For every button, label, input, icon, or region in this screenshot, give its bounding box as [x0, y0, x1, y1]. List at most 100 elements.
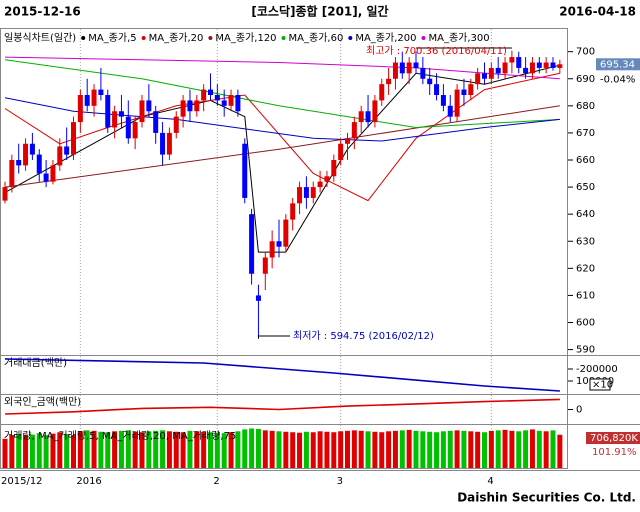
y-tick-label: 590 — [576, 345, 595, 356]
candle-body — [338, 143, 344, 160]
candle-body — [310, 187, 316, 198]
candle-body — [283, 219, 289, 247]
candle-body — [536, 62, 542, 68]
volume-bar — [440, 431, 446, 468]
legend-marker — [81, 36, 86, 40]
volume-bar — [523, 430, 529, 468]
candle-body — [228, 95, 234, 106]
volume-bar — [173, 431, 179, 468]
legend-label: MA_종가,60 — [289, 32, 344, 44]
x-tick-label: 4 — [487, 476, 493, 487]
candle-body — [379, 84, 385, 101]
volume-bar — [406, 429, 412, 468]
candle-body — [276, 241, 282, 247]
candle-body — [290, 203, 296, 220]
volume-bar — [249, 428, 255, 468]
candle-body — [146, 100, 152, 112]
candle-body — [235, 95, 241, 112]
volume-bar — [57, 432, 63, 468]
candle-body — [434, 84, 440, 95]
candle-body — [77, 95, 83, 123]
candle-body — [43, 173, 49, 182]
candle-body — [139, 100, 145, 123]
volume-bar — [9, 435, 15, 468]
volume-bar — [338, 431, 344, 468]
candle-body — [447, 105, 453, 117]
legend-label: MA_종가,20 — [149, 32, 204, 44]
candle-body — [358, 111, 364, 123]
line-series — [4, 64, 561, 253]
volume-bar — [475, 431, 481, 468]
line-series — [4, 358, 560, 392]
y-tick-label: 670 — [576, 128, 595, 139]
candle-body — [187, 100, 193, 112]
y-tick-label: -200000 — [576, 364, 618, 375]
volume-bar — [461, 430, 467, 468]
legend-marker — [208, 36, 213, 40]
candle-body — [71, 122, 76, 155]
candle-body — [125, 116, 131, 139]
candle-body — [36, 154, 42, 174]
volume-bar — [502, 429, 508, 468]
volume-bar — [77, 431, 83, 468]
start-date: 2015-12-16 — [4, 5, 81, 19]
volume-bar — [2, 438, 8, 468]
candle-body — [372, 100, 378, 123]
volume-bar — [36, 433, 42, 468]
candle-body — [399, 62, 405, 74]
volume-bar — [550, 430, 556, 468]
volume-bar — [345, 430, 350, 468]
last-change: -0.04% — [600, 74, 635, 85]
candle-body — [550, 62, 556, 68]
candle-body — [23, 143, 29, 166]
volume-bar — [166, 431, 172, 468]
volume-bar — [317, 431, 323, 468]
candle-body — [269, 241, 275, 258]
candle-body — [345, 138, 350, 144]
volume-bar — [303, 431, 309, 468]
volume-bar — [43, 435, 49, 468]
footer: Daishin Securities Co. Ltd. — [457, 491, 636, 505]
volume-bar — [84, 430, 90, 468]
candle-body — [303, 187, 309, 198]
legend-label: MA_종가,120 — [215, 32, 276, 44]
volume-bar — [29, 434, 35, 468]
volume-bar — [214, 432, 220, 468]
line-series — [4, 398, 560, 415]
annotation: 최저가 : 594.75 (2016/02/12) — [293, 330, 434, 342]
line-series — [4, 59, 560, 129]
volume-bar — [228, 432, 234, 468]
volume-bar — [386, 431, 392, 468]
volume-bar — [98, 431, 104, 468]
candle-body — [112, 111, 118, 128]
volume-bar — [132, 431, 138, 468]
candle-body — [386, 78, 392, 85]
volume-bar — [180, 432, 186, 468]
candle-body — [118, 111, 124, 117]
volume-bar — [221, 433, 227, 468]
volume-bar — [201, 431, 207, 468]
candle-body — [365, 111, 371, 123]
volume-bar — [495, 430, 501, 468]
volume-bar — [255, 428, 261, 468]
y-tick-label: 660 — [576, 155, 595, 166]
candle-body — [9, 160, 15, 188]
legend-marker — [281, 36, 286, 40]
volume-bar — [543, 431, 549, 468]
candle-body — [2, 187, 8, 201]
candle-body — [249, 214, 255, 274]
candle-body — [406, 62, 412, 74]
volume-bar — [91, 430, 97, 468]
last-value-box — [596, 58, 640, 71]
volume-bar — [372, 431, 378, 468]
candle-body — [262, 257, 268, 274]
legend-marker — [421, 36, 426, 40]
line-series — [4, 105, 560, 188]
legend-label: MA_종가,5 — [88, 32, 136, 44]
candle-body — [482, 73, 487, 79]
volume-bar — [413, 430, 419, 468]
candle-body — [64, 146, 70, 155]
y-tick-label: 700 — [576, 47, 595, 58]
volume-bar — [242, 429, 248, 468]
volume-bar — [283, 431, 289, 468]
